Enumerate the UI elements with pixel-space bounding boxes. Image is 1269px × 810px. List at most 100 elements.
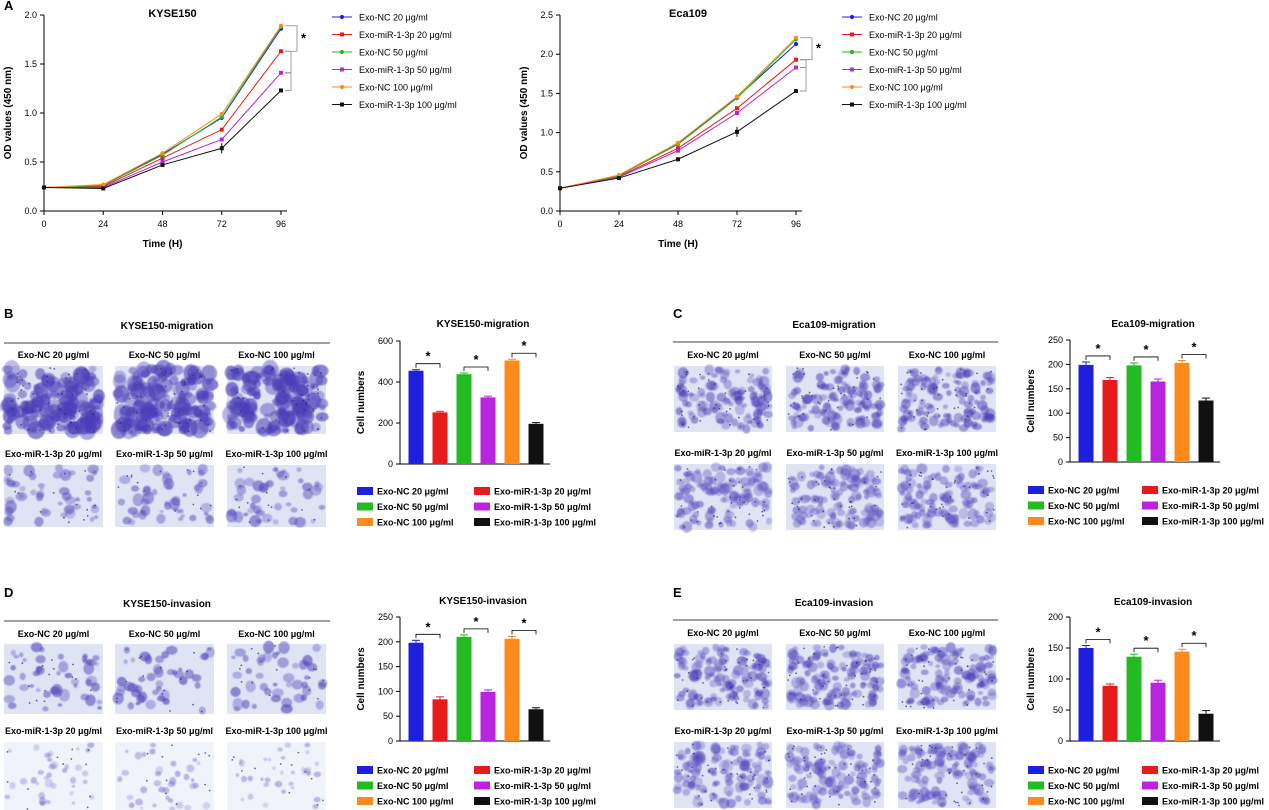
stained-cell bbox=[718, 657, 727, 666]
pore-dot bbox=[200, 481, 203, 484]
legend-swatch bbox=[1028, 486, 1044, 494]
stained-cell bbox=[963, 400, 974, 409]
stained-cell bbox=[300, 376, 310, 385]
stained-cell bbox=[123, 681, 136, 692]
stained-cell bbox=[13, 654, 19, 659]
stained-cell bbox=[281, 697, 293, 708]
stained-cell bbox=[972, 761, 979, 768]
pore-dot bbox=[861, 769, 864, 772]
legend-label: Exo-miR-1-3p 20 μg/ml bbox=[1162, 766, 1259, 776]
stained-cell bbox=[304, 742, 311, 748]
sig-bracket bbox=[800, 59, 807, 68]
stained-cell bbox=[230, 686, 241, 697]
stained-cell bbox=[914, 745, 922, 753]
pore-dot bbox=[951, 746, 954, 748]
pore-dot bbox=[712, 793, 715, 796]
pore-dot bbox=[911, 763, 914, 766]
stained-cell bbox=[191, 404, 199, 411]
stained-cell bbox=[827, 788, 836, 796]
sig-bracket bbox=[800, 37, 813, 61]
stained-cell bbox=[916, 700, 923, 706]
pore-dot bbox=[316, 697, 319, 700]
stained-cell bbox=[317, 681, 327, 690]
y-tick-label: 400 bbox=[378, 377, 393, 387]
stained-cell bbox=[802, 763, 811, 772]
stained-cell bbox=[191, 674, 202, 682]
stained-cell bbox=[927, 743, 938, 755]
stained-cell bbox=[860, 373, 871, 382]
pore-dot bbox=[315, 668, 318, 671]
stained-cell bbox=[943, 669, 950, 676]
stained-cell bbox=[818, 775, 828, 786]
pore-dot bbox=[163, 373, 166, 376]
y-tick-label: 250 bbox=[1048, 335, 1063, 345]
pore-dot bbox=[880, 471, 882, 473]
stained-cell bbox=[171, 496, 181, 506]
pore-dot bbox=[293, 387, 295, 389]
stained-cell bbox=[939, 476, 949, 485]
micrograph-label: Exo-NC 100 μg/ml bbox=[238, 350, 315, 360]
pore-dot bbox=[183, 381, 186, 384]
stained-cell bbox=[945, 642, 956, 654]
pore-dot bbox=[792, 373, 795, 375]
stained-cell bbox=[683, 494, 694, 504]
stained-cell bbox=[296, 466, 302, 473]
pore-dot bbox=[238, 506, 241, 509]
pore-dot bbox=[735, 701, 738, 703]
legend-marker bbox=[340, 32, 344, 37]
stained-cell bbox=[165, 645, 178, 655]
stained-cell bbox=[192, 758, 198, 762]
pore-dot bbox=[696, 756, 699, 759]
pore-dot bbox=[197, 753, 200, 756]
stained-cell bbox=[918, 504, 926, 513]
pore-dot bbox=[905, 797, 908, 800]
stained-cell bbox=[911, 522, 919, 529]
stained-cell bbox=[708, 506, 716, 512]
stained-cell bbox=[198, 706, 206, 715]
pore-dot bbox=[682, 389, 684, 392]
legend-marker bbox=[849, 49, 855, 55]
micrograph-cells bbox=[3, 642, 103, 712]
stained-cell bbox=[710, 756, 719, 764]
pore-dot bbox=[855, 662, 858, 664]
stained-cell bbox=[758, 500, 766, 507]
pore-dot bbox=[923, 706, 925, 709]
stained-cell bbox=[791, 425, 798, 430]
pore-dot bbox=[751, 797, 754, 800]
stained-cell bbox=[274, 502, 282, 511]
stained-cell bbox=[80, 369, 90, 380]
stained-cell bbox=[849, 652, 857, 661]
stained-cell bbox=[177, 517, 184, 521]
pore-dot bbox=[89, 795, 91, 798]
stained-cell bbox=[968, 782, 977, 792]
stained-cell bbox=[763, 488, 773, 498]
pore-dot bbox=[72, 663, 75, 666]
stained-cell bbox=[851, 797, 862, 806]
pore-dot bbox=[876, 475, 879, 478]
y-tick-label: 2.0 bbox=[24, 10, 37, 20]
stained-cell bbox=[4, 500, 17, 514]
bar bbox=[408, 642, 424, 741]
y-axis-label: OD values (450 nm) bbox=[3, 67, 14, 160]
stained-cell bbox=[711, 781, 718, 787]
y-tick-label: 0 bbox=[1058, 457, 1063, 467]
stained-cell bbox=[189, 782, 197, 790]
stained-cell bbox=[37, 483, 45, 489]
bar bbox=[456, 636, 472, 741]
pore-dot bbox=[123, 429, 126, 432]
stained-cell bbox=[691, 518, 699, 525]
pore-dot bbox=[975, 773, 978, 775]
stained-cell bbox=[923, 694, 934, 705]
stained-cell bbox=[734, 403, 745, 416]
stained-cell bbox=[43, 690, 51, 698]
stained-cell bbox=[922, 411, 929, 416]
stained-cell bbox=[944, 513, 956, 524]
pore-dot bbox=[683, 525, 686, 528]
micrograph-label: Exo-miR-1-3p 100 μg/ml bbox=[896, 448, 998, 458]
stained-cell bbox=[795, 698, 805, 709]
stained-cell bbox=[10, 664, 16, 671]
stained-cell bbox=[94, 661, 99, 667]
pore-dot bbox=[48, 673, 51, 676]
stained-cell bbox=[920, 793, 931, 802]
pore-dot bbox=[62, 763, 65, 765]
